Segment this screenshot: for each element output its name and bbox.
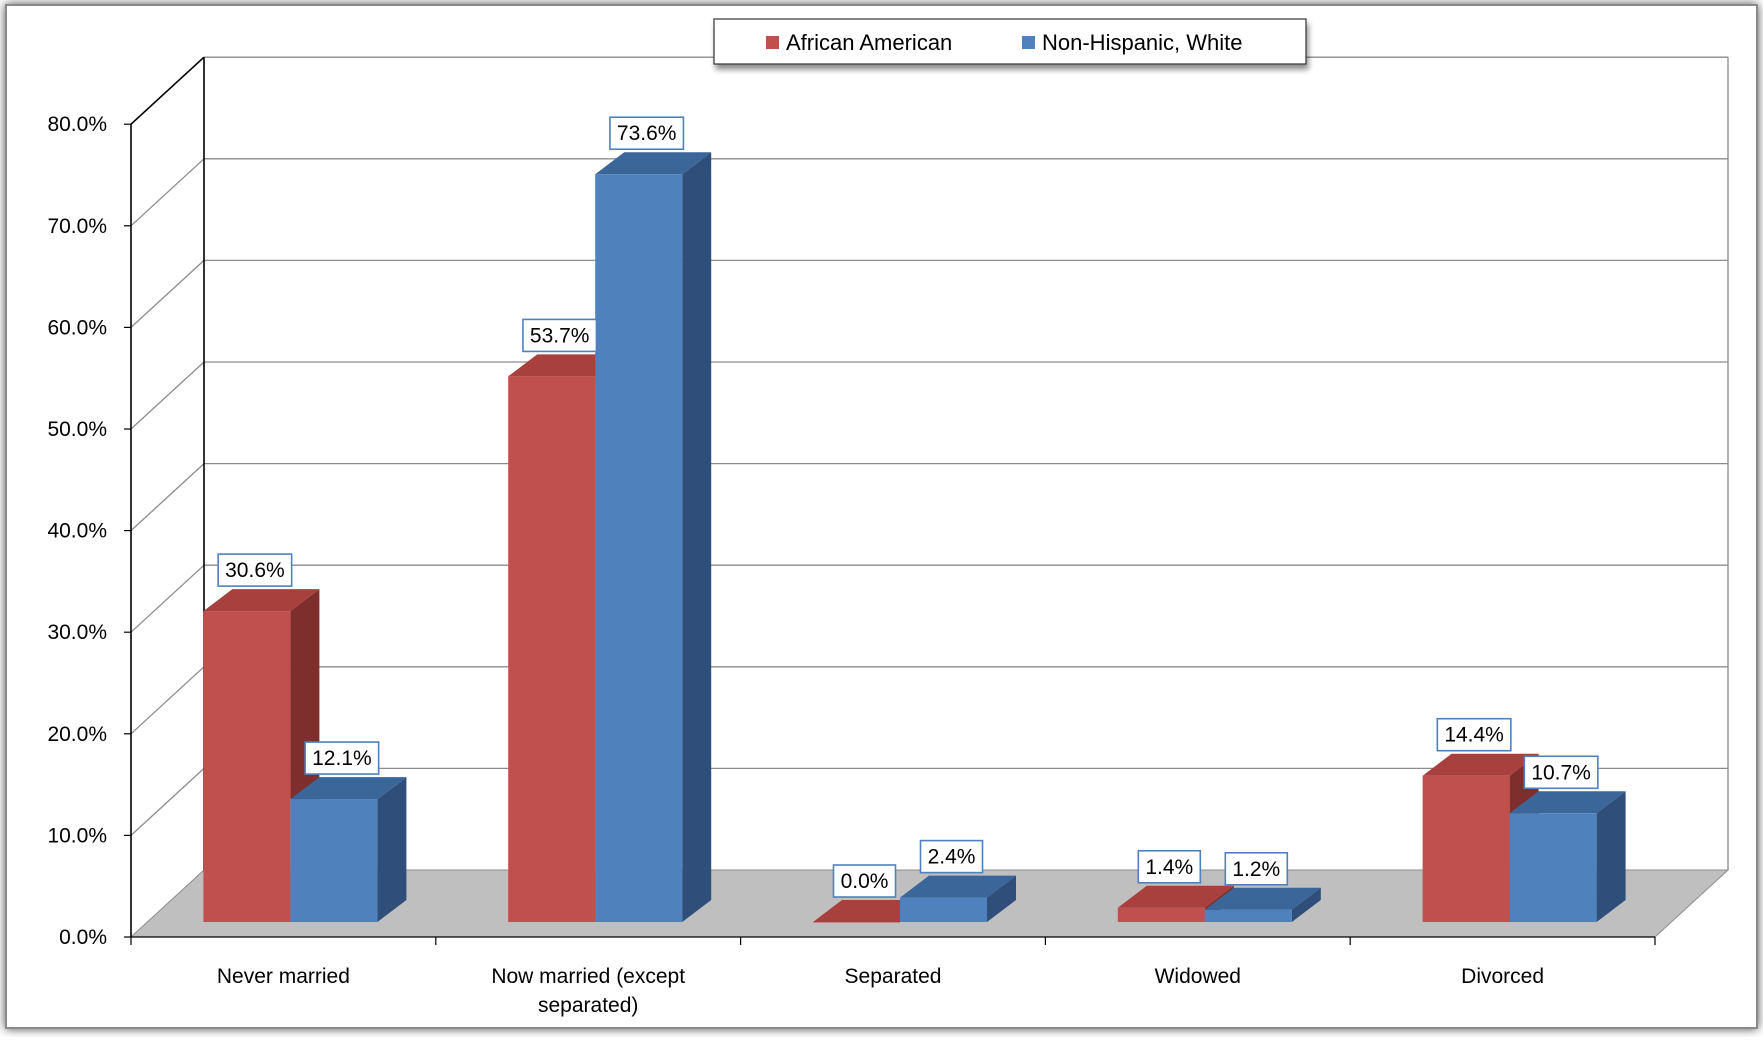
data-label: 53.7% xyxy=(522,318,598,353)
bar-side xyxy=(1596,791,1626,922)
x-tick-label: Separated xyxy=(845,965,942,988)
y-tick-label: 70.0% xyxy=(47,215,107,238)
y-tick-label: 40.0% xyxy=(47,520,107,543)
data-label-box xyxy=(217,553,293,587)
bar-front xyxy=(1204,909,1292,922)
data-label: 30.6% xyxy=(217,553,293,587)
data-label: 12.1% xyxy=(304,741,380,775)
legend-swatch xyxy=(1022,36,1035,49)
gridline-wall xyxy=(130,564,205,633)
bar-front xyxy=(203,611,291,922)
data-label-box xyxy=(919,839,984,874)
bar-top xyxy=(595,152,712,175)
bar xyxy=(290,777,407,922)
data-label-box xyxy=(1523,755,1599,790)
data-label-text: 2.4% xyxy=(928,846,976,869)
y-tick-label: 60.0% xyxy=(47,316,107,339)
data-label-text: 10.7% xyxy=(1531,761,1591,784)
data-label-text: 53.7% xyxy=(530,324,590,347)
x-tick-label: separated) xyxy=(538,994,638,1017)
data-label: 0.0% xyxy=(832,864,897,898)
data-label: 14.4% xyxy=(1436,717,1512,752)
data-label-text: 14.4% xyxy=(1444,724,1504,747)
x-tick-label: Never married xyxy=(217,965,350,988)
data-label-box xyxy=(522,318,598,353)
bar xyxy=(900,875,1016,922)
data-label-text: 1.2% xyxy=(1232,858,1280,881)
bar xyxy=(1509,791,1626,922)
gridline-wall xyxy=(130,259,205,328)
bar-top xyxy=(290,777,407,800)
y-tick-label: 80.0% xyxy=(47,113,107,136)
y-tick-label: 50.0% xyxy=(47,418,107,441)
bar-top xyxy=(1422,753,1539,776)
legend-label: African American xyxy=(786,30,952,55)
x-tick-label: Now married (except xyxy=(491,965,685,988)
bar-front xyxy=(1117,907,1205,922)
bar-top xyxy=(1117,885,1234,908)
bar-side xyxy=(987,875,1016,922)
legend-label: Non-Hispanic, White xyxy=(1042,30,1243,55)
legend: African American Non-Hispanic, White xyxy=(713,18,1307,65)
data-label-box xyxy=(609,116,685,151)
data-label: 1.4% xyxy=(1137,849,1202,884)
bar xyxy=(1204,887,1321,922)
data-label-text: 30.6% xyxy=(225,559,285,582)
gridline-wall xyxy=(130,158,205,227)
legend-box xyxy=(713,18,1307,65)
bar-front xyxy=(1422,775,1510,922)
gridline-wall xyxy=(130,666,205,735)
legend-swatch xyxy=(766,36,779,49)
data-label-box xyxy=(1137,849,1202,884)
data-label-text: 1.4% xyxy=(1145,856,1193,879)
data-label: 2.4% xyxy=(919,839,984,874)
bar-side xyxy=(682,152,712,922)
x-tick-label: Widowed xyxy=(1155,965,1241,988)
wall-top-edge xyxy=(130,56,205,125)
bar-front xyxy=(290,799,378,922)
data-label-box xyxy=(1436,717,1512,752)
data-label-box xyxy=(304,741,380,775)
bar-front xyxy=(900,897,987,922)
bar-top xyxy=(203,589,320,612)
bar-top xyxy=(1204,887,1321,910)
data-label: 1.2% xyxy=(1224,852,1289,886)
gridline-wall xyxy=(130,361,205,430)
bar-front xyxy=(813,922,900,923)
bar xyxy=(595,152,712,922)
y-tick-label: 30.0% xyxy=(47,621,107,644)
bar-front xyxy=(1509,813,1597,922)
bar-side xyxy=(377,777,407,922)
y-tick-label: 10.0% xyxy=(47,824,107,847)
x-tick-label: Divorced xyxy=(1461,965,1544,988)
bar-front xyxy=(595,174,683,922)
y-tick-label: 0.0% xyxy=(59,926,107,949)
y-tick-label: 20.0% xyxy=(47,723,107,746)
data-label: 10.7% xyxy=(1523,755,1599,790)
gridline-wall xyxy=(130,767,205,836)
gridline-wall xyxy=(130,463,205,532)
bar-top xyxy=(1509,791,1626,814)
data-label-text: 0.0% xyxy=(841,870,889,893)
data-labels: 30.6% 53.7% 0.0% 1.4% 14.4% 12.1% 73.6% 2.4% 1.2… xyxy=(217,116,1599,898)
data-label-box xyxy=(832,864,897,898)
bars xyxy=(203,152,1626,923)
data-label-text: 73.6% xyxy=(617,122,677,145)
data-label-text: 12.1% xyxy=(312,747,372,770)
data-label: 73.6% xyxy=(609,116,685,151)
bar-front xyxy=(508,376,596,923)
bar-top xyxy=(900,875,1016,898)
data-label-box xyxy=(1224,852,1289,886)
tick-labels: 0.0% 10.0% 20.0% 30.0% 40.0% 50.0% 60.0% 70.0% 8… xyxy=(47,113,1544,1017)
bar-side xyxy=(1291,887,1321,922)
